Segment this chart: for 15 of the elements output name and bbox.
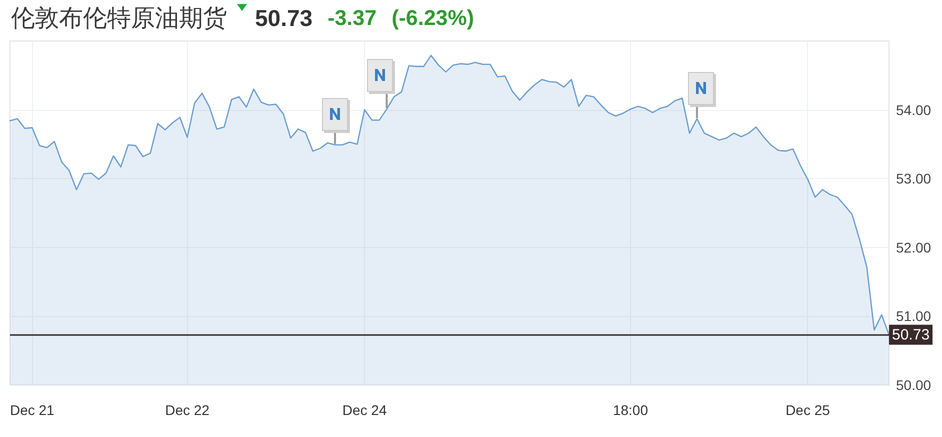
y-tick-label: 54.00 (896, 102, 932, 118)
y-tick-label: 50.00 (896, 377, 932, 393)
x-tick-label: Dec 21 (10, 402, 55, 418)
x-tick-label: Dec 24 (342, 402, 387, 418)
text: -3.37 (328, 6, 377, 30)
chart-title: 伦敦布伦特原油期货 (11, 4, 227, 34)
y-tick-label: 51.00 (896, 308, 932, 324)
y-tick-label: 52.00 (896, 239, 932, 256)
x-tick-label: Dec 22 (165, 402, 210, 418)
x-tick-label: 18:00 (612, 402, 648, 418)
text: 50.73 (255, 4, 313, 32)
text: (-6.23%) (392, 6, 474, 30)
x-tick-label: Dec 25 (786, 402, 830, 418)
ref-line-label: 50.73 (892, 326, 930, 344)
y-tick-label: 53.00 (896, 170, 932, 187)
